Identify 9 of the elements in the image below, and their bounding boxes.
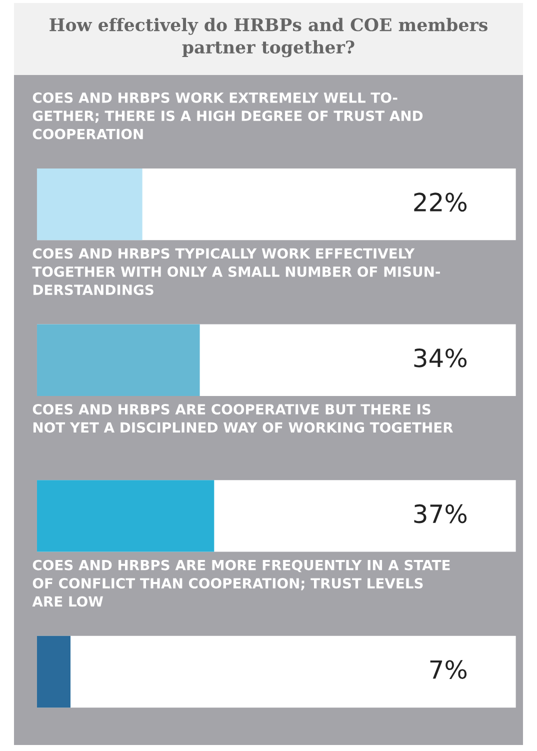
data-label: 34%: [414, 348, 467, 368]
y-tick-label: COES AND HRBPS ARE MORE FREQUENTLY IN A STATE OF CONFLICT THAN COOPERATION; TRUST LEVELS ARE LOW: [32, 560, 450, 607]
y-tick-label: COES AND HRBPS WORK EXTREMELY WELL TO- GETHER; THERE IS A HIGH DEGREE OF TRUST AND COOPERATION: [32, 92, 423, 140]
y-tick-label: COES AND HRBPS TYPICALLY WORK EFFECTIVELY TOGETHER WITH ONLY A SMALL NUMBER OF MISUN- DERSTANDINGS: [32, 248, 440, 296]
data-label: 22%: [414, 192, 467, 212]
chart-title: How effectively do HRBPs and COE members partner together?: [50, 18, 488, 58]
y-tick-label: COES AND HRBPS ARE COOPERATIVE BUT THERE IS NOT YET A DISCIPLINED WAY OF WORKING TOGETHER: [32, 404, 454, 433]
data-label: 37%: [414, 504, 467, 524]
data-label: 7%: [430, 660, 467, 680]
